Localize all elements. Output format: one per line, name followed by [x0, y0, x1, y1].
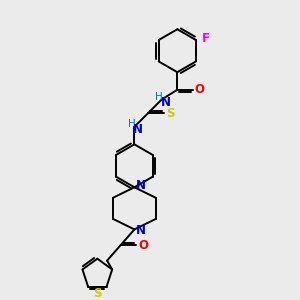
Text: N: N: [136, 224, 146, 237]
Text: N: N: [133, 123, 143, 136]
Text: S: S: [166, 106, 175, 120]
Text: N: N: [136, 179, 146, 192]
Text: S: S: [93, 287, 102, 300]
Text: N: N: [160, 96, 171, 109]
Text: H: H: [155, 92, 163, 102]
Text: H: H: [128, 119, 135, 129]
Text: F: F: [202, 32, 210, 44]
Text: O: O: [195, 83, 205, 96]
Text: O: O: [138, 238, 148, 251]
